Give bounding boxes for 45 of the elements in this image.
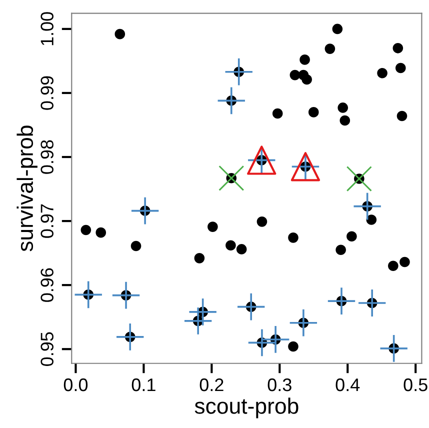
y-tick-label: 0.98 [40,140,54,174]
point [377,68,388,78]
x-tick-label: 0.0 [64,378,88,392]
x-axis-title: scout-prob [194,398,298,418]
point [300,54,310,65]
point [130,240,142,252]
point [96,227,106,238]
y-tick-label: 0.95 [40,332,54,366]
point [114,28,126,40]
point [80,224,92,236]
y-axis-title: survival-prob [16,126,38,252]
x-tick-label: 0.3 [268,378,292,392]
y-tick-label: 0.97 [40,204,54,238]
x-tick-label: 0.1 [132,378,156,392]
point [400,256,410,268]
y-tick-label: 1.00 [40,12,54,46]
point [396,110,408,122]
x-tick-label: 0.2 [200,378,224,392]
point [332,24,343,34]
x-tick-label: 0.5 [404,378,428,392]
point [288,232,298,243]
y-tick-label: 0.96 [40,268,54,302]
point [336,244,346,255]
point [388,260,398,272]
point [366,214,377,225]
point [302,74,312,85]
y-tick-label: 0.99 [40,76,54,110]
point [308,107,319,118]
point [208,222,218,232]
point [290,152,320,182]
point [272,108,283,119]
x-tick-label: 0.4 [336,378,360,392]
point [256,216,268,227]
point [395,62,406,74]
point [247,146,276,175]
point [290,70,300,80]
point [226,240,236,251]
point [346,231,357,242]
point [194,253,205,264]
point [338,102,348,113]
point [340,115,350,126]
point [236,244,247,254]
point [392,43,404,54]
point [324,44,336,54]
point [288,341,298,352]
